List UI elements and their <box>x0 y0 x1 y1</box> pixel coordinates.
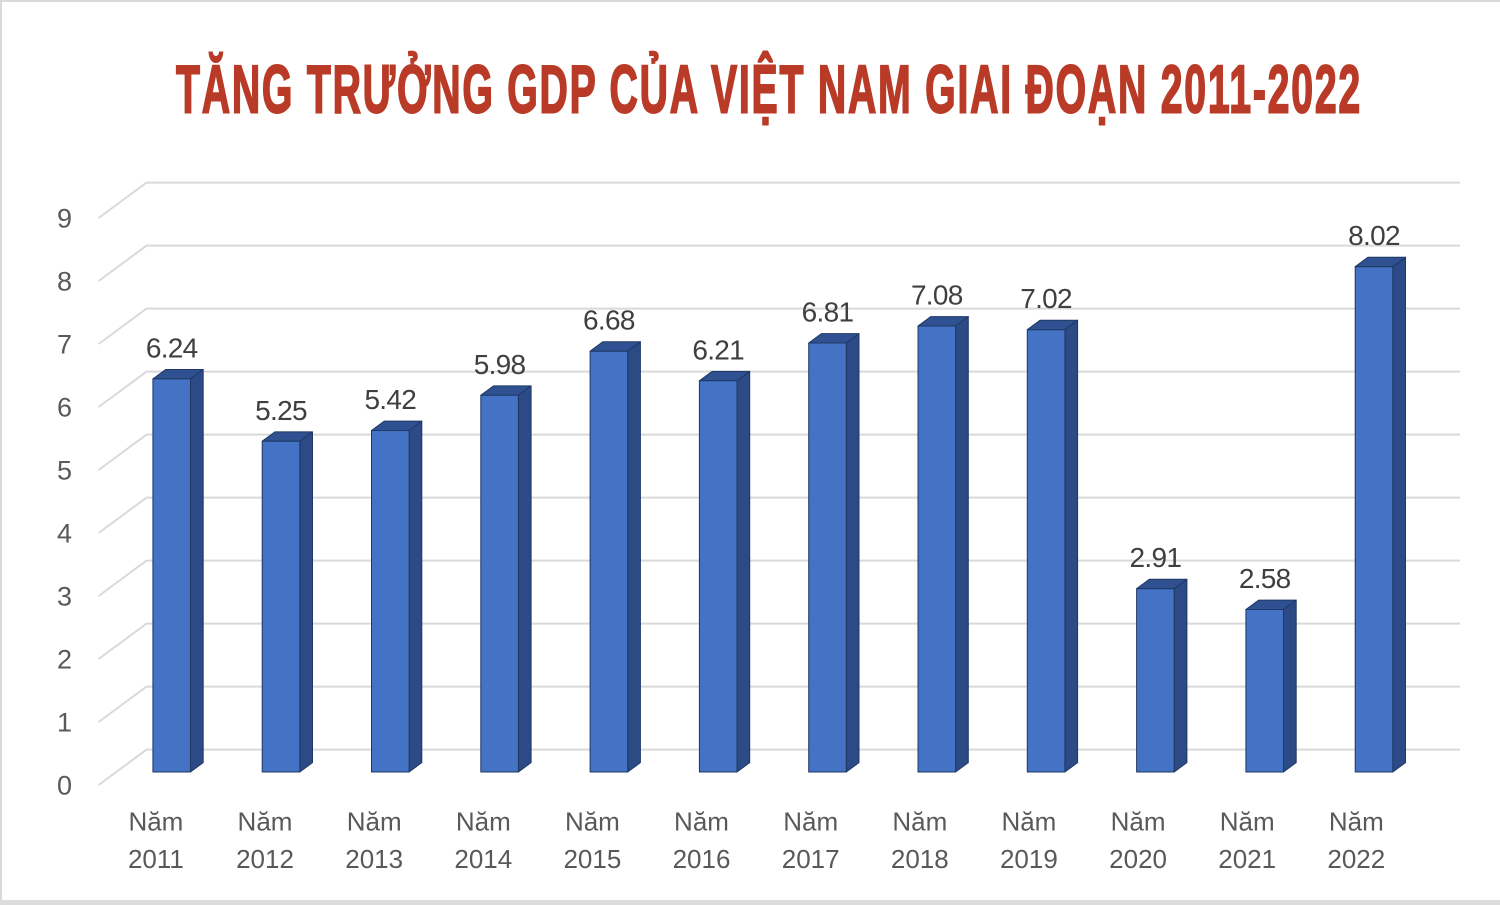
svg-text:5.25: 5.25 <box>255 395 307 426</box>
svg-text:2: 2 <box>57 645 72 675</box>
svg-text:Năm: Năm <box>1111 807 1166 837</box>
svg-text:6.68: 6.68 <box>583 305 635 336</box>
svg-text:5: 5 <box>57 456 72 486</box>
svg-text:2013: 2013 <box>345 844 403 874</box>
svg-text:8.02: 8.02 <box>1348 220 1400 251</box>
svg-text:Năm: Năm <box>128 807 183 837</box>
svg-text:2019: 2019 <box>1000 844 1058 874</box>
svg-text:0: 0 <box>57 771 72 801</box>
svg-text:2018: 2018 <box>891 844 949 874</box>
svg-text:2022: 2022 <box>1327 844 1385 874</box>
svg-text:2012: 2012 <box>236 844 294 874</box>
svg-text:2.91: 2.91 <box>1130 542 1182 573</box>
svg-text:6: 6 <box>57 393 72 423</box>
svg-text:2015: 2015 <box>563 844 621 874</box>
svg-text:1: 1 <box>57 708 72 738</box>
svg-text:5.42: 5.42 <box>364 384 416 415</box>
svg-text:2014: 2014 <box>454 844 512 874</box>
svg-text:Năm: Năm <box>783 807 838 837</box>
svg-text:2016: 2016 <box>673 844 731 874</box>
svg-text:2020: 2020 <box>1109 844 1167 874</box>
svg-text:7: 7 <box>57 330 72 360</box>
svg-text:Năm: Năm <box>565 807 620 837</box>
svg-text:TĂNG TRƯỞNG GDP CỦA VIỆT NAM G: TĂNG TRƯỞNG GDP CỦA VIỆT NAM GIAI ĐOẠN 2… <box>176 53 1362 128</box>
svg-text:8: 8 <box>57 267 72 297</box>
svg-text:2021: 2021 <box>1218 844 1276 874</box>
svg-text:2.58: 2.58 <box>1239 563 1291 594</box>
svg-text:Năm: Năm <box>456 807 511 837</box>
svg-text:2017: 2017 <box>782 844 840 874</box>
svg-text:6.81: 6.81 <box>802 297 854 328</box>
svg-text:7.02: 7.02 <box>1020 283 1072 314</box>
svg-text:Năm: Năm <box>347 807 402 837</box>
svg-text:7.08: 7.08 <box>911 280 963 311</box>
svg-text:6.24: 6.24 <box>146 332 198 363</box>
svg-text:Năm: Năm <box>892 807 947 837</box>
svg-text:2011: 2011 <box>128 844 184 874</box>
svg-text:5.98: 5.98 <box>474 349 526 380</box>
svg-text:4: 4 <box>57 519 72 549</box>
svg-text:Năm: Năm <box>1220 807 1275 837</box>
svg-text:Năm: Năm <box>238 807 293 837</box>
svg-text:6.21: 6.21 <box>692 334 744 365</box>
svg-text:Năm: Năm <box>674 807 729 837</box>
svg-text:Năm: Năm <box>1329 807 1384 837</box>
svg-text:3: 3 <box>57 582 72 612</box>
svg-text:Năm: Năm <box>1001 807 1056 837</box>
svg-text:9: 9 <box>57 204 72 234</box>
